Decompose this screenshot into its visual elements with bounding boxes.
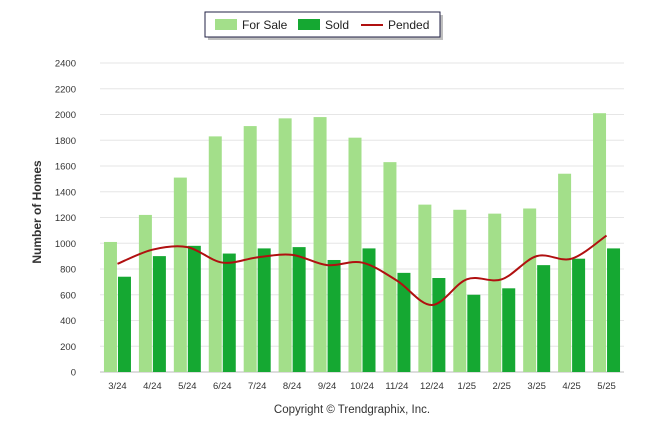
y-tick-label: 800: [60, 265, 76, 276]
bar-sold: [257, 248, 271, 372]
copyright-credit: Copyright © Trendgraphix, Inc.: [274, 404, 430, 416]
bar-for-sale: [383, 162, 397, 372]
bar-sold: [117, 276, 131, 372]
pended-line-group: [117, 234, 608, 307]
y-tick-label: 1000: [55, 239, 76, 250]
grid-lines: [100, 62, 624, 373]
y-axis-label: Number of Homes: [30, 160, 44, 264]
y-tick-label: 1600: [55, 162, 76, 173]
bar-sold: [432, 278, 446, 372]
bar-sold: [467, 294, 481, 372]
x-tick-label: 11/24: [385, 381, 408, 392]
x-tick-label: 3/25: [527, 381, 546, 392]
x-tick-label: 4/25: [562, 381, 581, 392]
bar-for-sale: [348, 137, 362, 372]
y-tick-label: 1800: [55, 136, 76, 147]
y-axis: 0 200 400 600 800 1000 1200 1400 1600 1800 2000 220…: [55, 59, 76, 379]
bar-for-sale: [208, 136, 222, 372]
x-tick-label: 5/24: [178, 381, 197, 392]
y-tick-label: 400: [60, 316, 76, 327]
x-tick-label: 9/24: [318, 381, 337, 392]
bar-sold: [537, 265, 551, 372]
bar-for-sale: [523, 208, 537, 372]
bar-for-sale: [558, 173, 572, 372]
pended-line: [117, 234, 608, 307]
legend-label-pended: Pended: [388, 18, 429, 32]
bar-sold: [292, 247, 306, 372]
bar-sold: [187, 245, 201, 372]
bar-sold: [152, 256, 166, 372]
x-tick-label: 7/24: [248, 381, 267, 392]
x-tick-label: 10/24: [350, 381, 374, 392]
x-tick-label: 3/24: [108, 381, 127, 392]
bar-for-sale: [488, 213, 502, 372]
bar-for-sale: [103, 241, 117, 372]
x-tick-label: 12/24: [420, 381, 444, 392]
bar-for-sale: [173, 177, 187, 372]
bar-for-sale: [138, 214, 152, 372]
bar-sold: [327, 259, 341, 372]
x-tick-label: 5/25: [597, 381, 616, 392]
y-tick-label: 2400: [55, 59, 76, 70]
x-tick-label: 8/24: [283, 381, 302, 392]
bar-for-sale: [243, 126, 257, 373]
bar-sold: [362, 248, 376, 372]
x-tick-label: 6/24: [213, 381, 232, 392]
x-tick-label: 1/25: [458, 381, 477, 392]
bar-for-sale: [278, 118, 292, 372]
legend: For Sale Sold Pended: [204, 11, 443, 40]
y-tick-label: 200: [60, 342, 76, 353]
bar-sold: [397, 272, 411, 372]
y-tick-label: 0: [71, 368, 76, 379]
legend-swatch-sold: [298, 19, 320, 30]
y-tick-label: 600: [60, 290, 76, 301]
bar-for-sale: [453, 209, 467, 372]
bar-for-sale: [313, 117, 327, 372]
bar-for-sale: [593, 113, 607, 373]
y-tick-label: 1400: [55, 187, 76, 198]
x-axis: 3/24 4/24 5/24 6/24 7/24 8/24 9/24 10/24 11/24 12…: [108, 381, 616, 392]
legend-label-sold: Sold: [325, 18, 349, 32]
bar-sold: [572, 258, 586, 372]
y-tick-label: 2000: [55, 110, 76, 121]
bar-sold: [222, 253, 236, 372]
bar-sold: [607, 248, 621, 372]
legend-swatch-for-sale: [215, 19, 237, 30]
y-tick-label: 1200: [55, 213, 76, 224]
bar-sold: [502, 288, 516, 372]
x-tick-label: 2/25: [492, 381, 511, 392]
x-tick-label: 4/24: [143, 381, 162, 392]
y-tick-label: 2200: [55, 84, 76, 95]
bar-for-sale: [418, 204, 432, 372]
legend-label-for-sale: For Sale: [242, 18, 288, 32]
bars: [103, 113, 621, 373]
